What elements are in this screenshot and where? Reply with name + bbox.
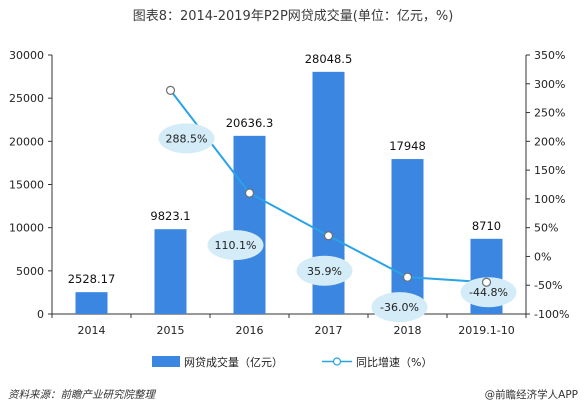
bar [233,135,266,314]
growth-point [323,231,334,241]
growth-point [481,277,492,287]
source-note: 资料来源：前瞻产业研究院整理 [8,389,156,401]
left-tick-label: 10000 [9,222,44,235]
right-tick-label: 100% [534,193,565,206]
growth-label-bubble [158,123,215,154]
growth-point [244,188,255,198]
bar-value-label: 8710 [472,219,501,233]
left-tick-label: 20000 [9,135,44,148]
bar-value-label: 17948 [389,139,426,153]
right-tick-label: 350% [534,49,565,62]
bar-value-label: 2528.17 [68,272,116,286]
left-tick-label: 5000 [16,265,44,278]
right-tick-label: 150% [534,164,565,177]
bar [391,159,424,314]
x-tick-label: 2015 [157,324,185,337]
bar-value-label: 20636.3 [226,116,274,130]
legend: 网贷成交量（亿元） 同比增速（%） [152,355,432,369]
growth-point [165,85,176,95]
axes [48,54,530,318]
legend-line-label: 同比增速（%） [356,355,432,369]
right-tick-label: 0% [534,250,551,263]
legend-bar-swatch [152,356,180,367]
growth-value-label: -36.0% [380,301,419,314]
right-tick-label: -50% [534,279,562,292]
bar-labels: 2528.17 9823.1 20636.3 28048.5 17948 8710 [68,52,501,286]
right-tick-label: 200% [534,135,565,148]
left-tick-label: 0 [37,308,44,321]
bar [154,229,187,314]
right-tick-label: 250% [534,107,565,120]
brand-credit: @前瞻经济学人APP [485,388,578,401]
x-tick-label: 2016 [236,324,264,337]
growth-line-layer: 288.5% 110.1% 35.9% -36.0% -44.8% [158,85,517,323]
chart-title: 图表8：2014-2019年P2P网贷成交量(单位：亿元，%) [133,8,454,24]
bar [75,292,108,314]
x-tick-label: 2018 [394,324,422,337]
x-tick-label: 2017 [315,324,343,337]
legend-line-marker [332,357,342,366]
left-tick-label: 15000 [9,179,44,192]
left-tick-label: 25000 [9,92,44,105]
growth-label-bubble [207,230,264,261]
left-tick-label: 30000 [9,49,44,62]
growth-value-label: -44.8% [469,286,508,299]
growth-value-label: 110.1% [215,239,257,252]
growth-label-bubble [371,292,428,323]
tick-labels: 0 5000 10000 15000 20000 25000 30000 -100% -50% 0… [9,49,569,337]
right-tick-label: -100% [534,308,569,321]
legend-bar-label: 网贷成交量（亿元） [184,355,283,369]
growth-value-label: 288.5% [166,132,208,145]
bars [75,71,503,314]
growth-point [402,272,413,282]
right-tick-label: 50% [534,222,558,235]
x-tick-label: 2014 [78,324,106,337]
growth-label-bubble [296,255,353,286]
bar-value-label: 28048.5 [305,52,353,66]
growth-label-bubble [460,277,517,308]
growth-value-label: 35.9% [307,265,342,278]
bar-value-label: 9823.1 [150,209,190,223]
x-tick-label: 2019.1-10 [458,324,514,337]
right-tick-label: 300% [534,78,565,91]
